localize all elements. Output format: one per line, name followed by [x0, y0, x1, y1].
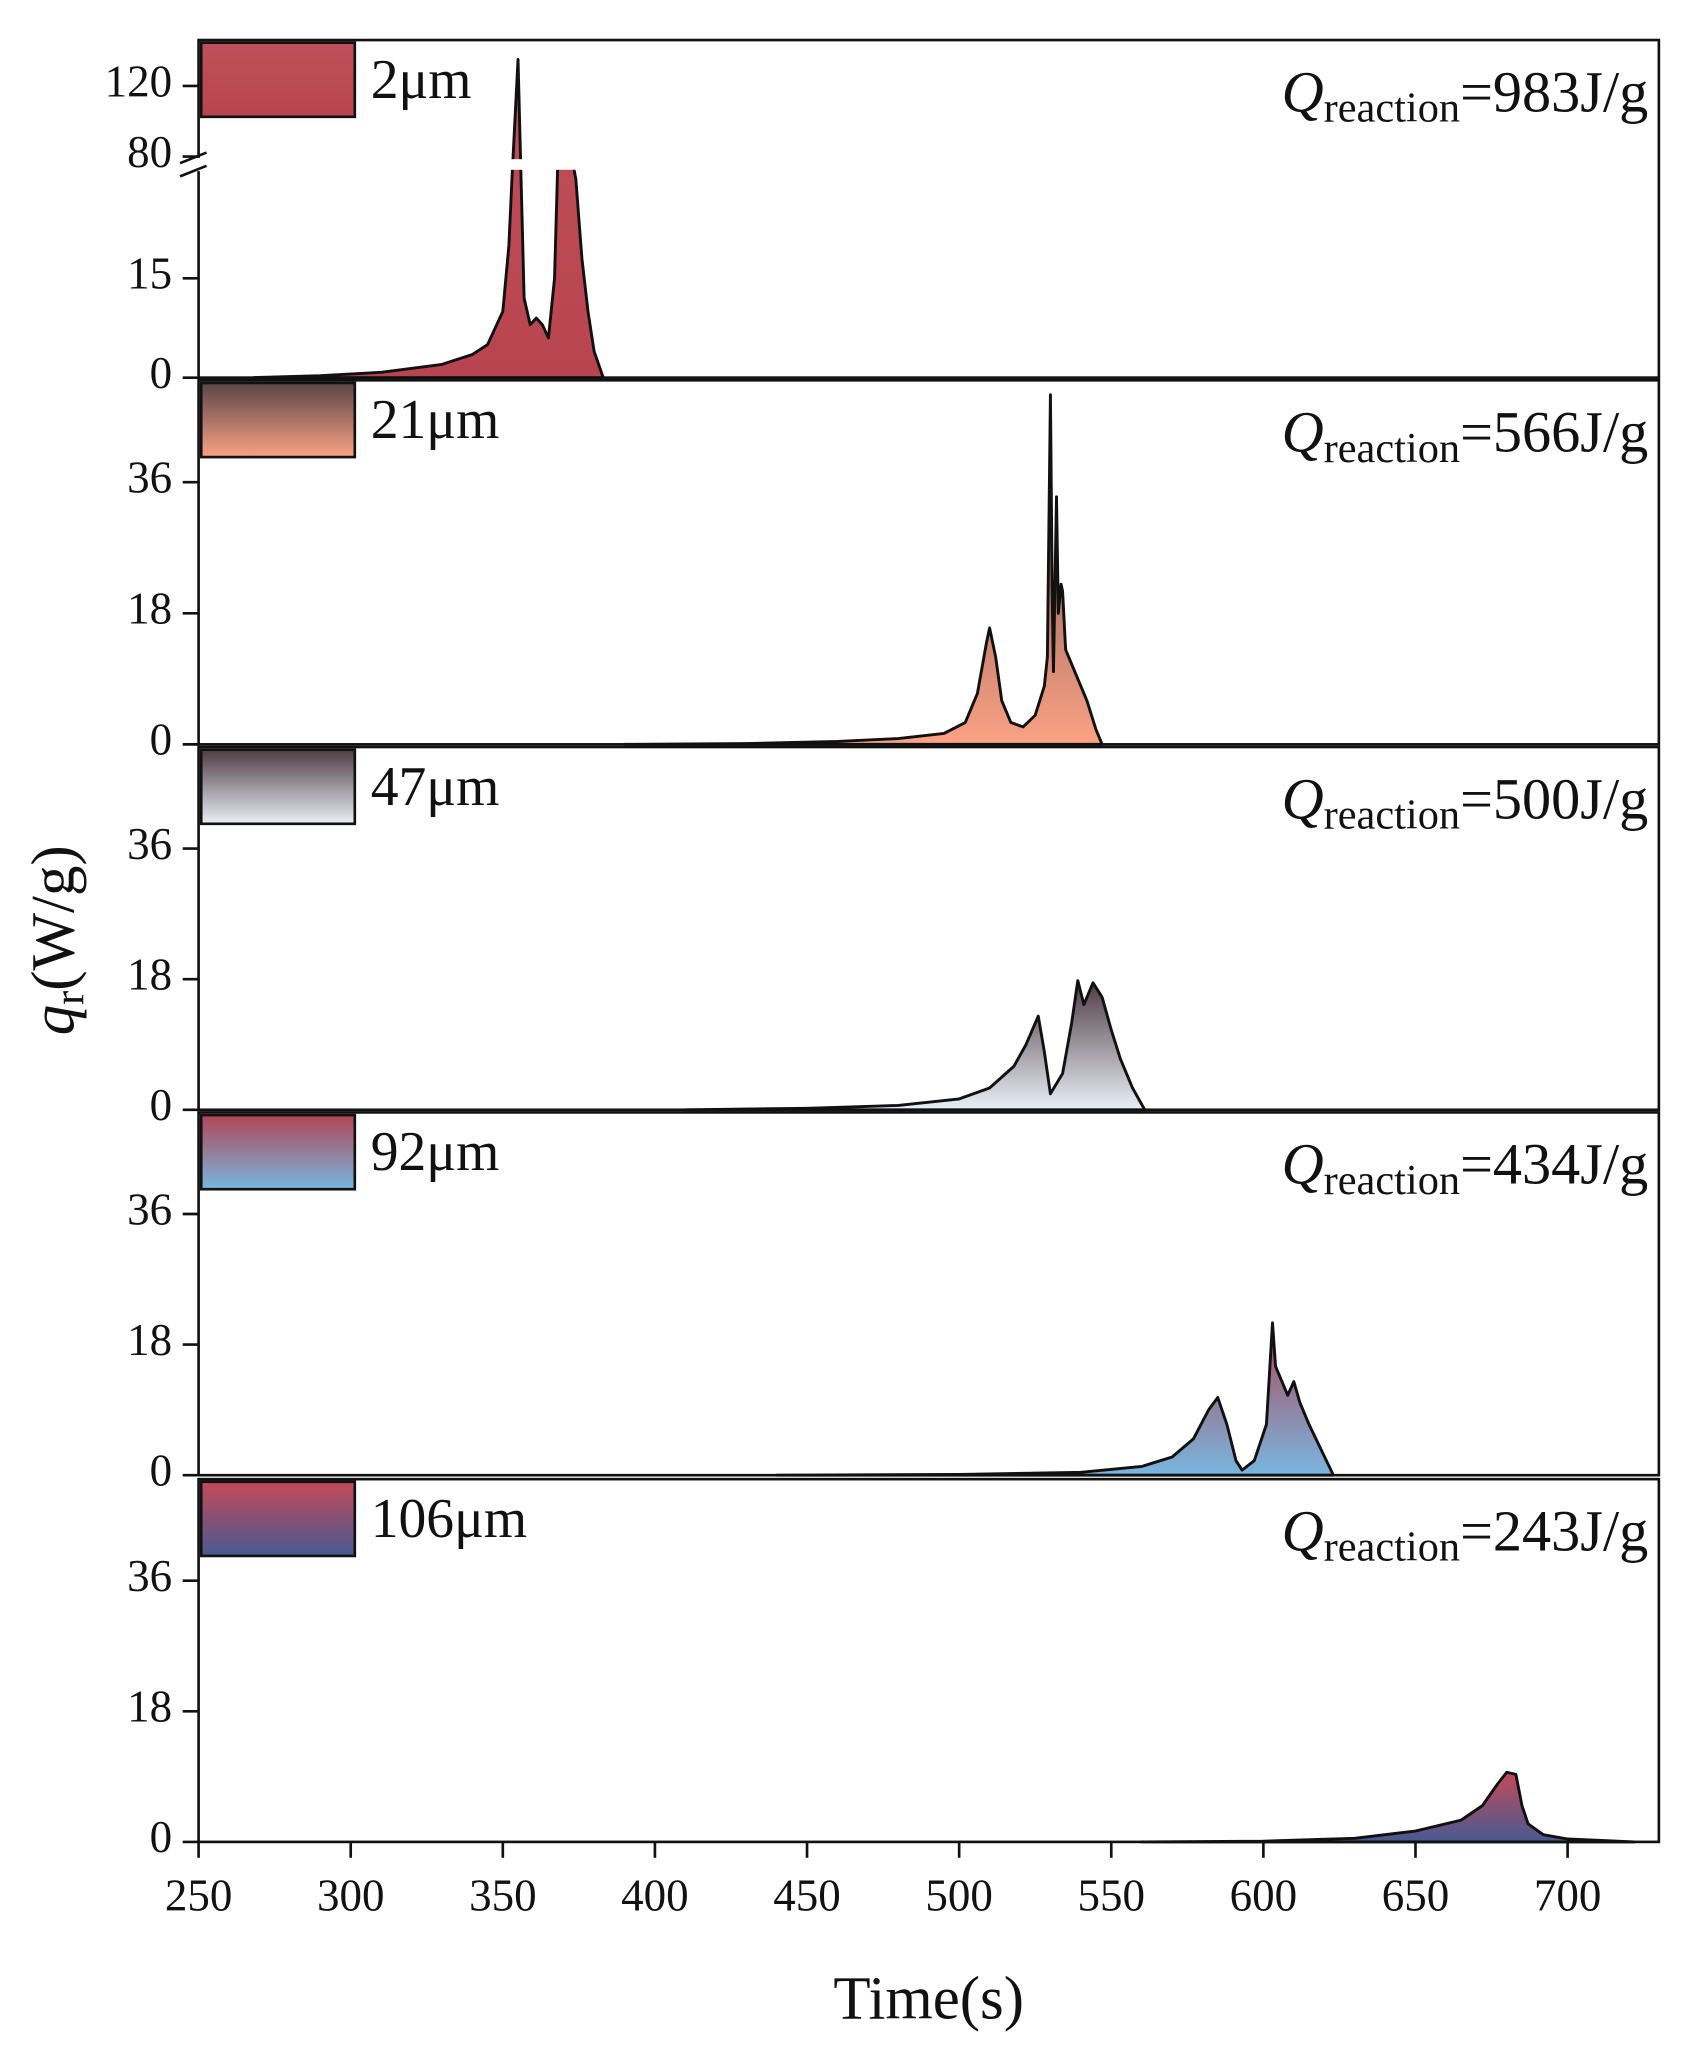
panel-frame — [197, 378, 1661, 746]
legend-swatch — [199, 748, 357, 826]
x-tick-label: 550 — [1078, 1870, 1146, 1920]
x-tick-label: 400 — [621, 1870, 689, 1920]
legend-swatch — [199, 1113, 357, 1191]
annotation-text: =566J/g — [1460, 400, 1648, 465]
annotation-text: =434J/g — [1460, 1132, 1648, 1197]
legend-label: 92μm — [371, 1121, 500, 1183]
legend-label: 21μm — [371, 389, 500, 451]
annotation-text: =500J/g — [1460, 767, 1648, 832]
annotation: Qreaction=566J/g — [1282, 400, 1649, 472]
panel-frame — [197, 1111, 1661, 1477]
annotation-symbol: Q — [1282, 400, 1324, 465]
y-tick-label: 0 — [150, 1080, 173, 1130]
y-tick-label: 18 — [127, 1682, 172, 1732]
x-axis-label: Time(s) — [833, 1966, 1024, 2033]
y-tick-label: 80 — [127, 127, 172, 177]
panel-frame — [197, 745, 1661, 1112]
legend-label: 106μm — [371, 1488, 527, 1550]
y-tick-label: 0 — [150, 348, 173, 398]
y-tick-label: 0 — [150, 1446, 173, 1496]
panel-frame — [197, 38, 1661, 379]
y-tick-label: 36 — [127, 819, 172, 869]
y-label-text: (W/g) — [21, 845, 88, 990]
area — [251, 58, 605, 380]
axis-break-mark — [179, 164, 208, 178]
area — [683, 979, 1147, 1112]
x-tick-label: 500 — [925, 1870, 992, 1920]
axis-break-gap — [199, 159, 1658, 170]
annotation: Qreaction=434J/g — [1282, 1132, 1649, 1204]
legend-label: 2μm — [371, 49, 472, 111]
y-tick-label: 15 — [127, 249, 172, 299]
annotation-symbol: Q — [1282, 60, 1324, 125]
y-tick-label: 36 — [127, 1184, 172, 1234]
y-axis-label: qr(W/g) — [21, 845, 93, 1035]
y-tick-label: 18 — [127, 1315, 172, 1365]
annotation-subscript: reaction — [1324, 791, 1460, 838]
area — [1140, 1770, 1636, 1844]
annotation-subscript: reaction — [1324, 1157, 1460, 1204]
y-tick-label: 120 — [105, 56, 173, 106]
annotation-subscript: reaction — [1324, 1523, 1460, 1570]
x-tick-label: 650 — [1382, 1870, 1449, 1920]
annotation: Qreaction=983J/g — [1282, 60, 1649, 132]
x-tick-label: 700 — [1534, 1870, 1601, 1920]
axis-break-cover — [180, 157, 207, 172]
x-tick-label: 600 — [1230, 1870, 1298, 1920]
annotation-symbol: Q — [1282, 767, 1324, 832]
annotation-text: =983J/g — [1460, 60, 1648, 125]
y-tick-label: 0 — [150, 1812, 173, 1862]
x-tick-label: 250 — [165, 1870, 232, 1920]
legend-label: 47μm — [371, 756, 500, 818]
annotation: Qreaction=500J/g — [1282, 767, 1649, 839]
annotation-subscript: reaction — [1324, 84, 1460, 131]
area — [623, 393, 1104, 746]
x-tick-label: 450 — [773, 1870, 841, 1920]
y-tick-label: 36 — [127, 1551, 172, 1601]
y-tick-label: 18 — [127, 584, 172, 634]
legend-swatch — [199, 41, 357, 119]
annotation-text: =243J/g — [1460, 1499, 1648, 1564]
y-label-subscript: r — [46, 991, 93, 1005]
annotation-subscript: reaction — [1324, 425, 1460, 472]
x-tick-label: 300 — [317, 1870, 385, 1920]
y-tick-label: 36 — [127, 453, 172, 503]
y-tick-label: 0 — [150, 715, 173, 765]
x-tick-label: 350 — [469, 1870, 537, 1920]
panel-frame — [197, 1477, 1661, 1844]
annotation-symbol: Q — [1282, 1132, 1324, 1197]
y-tick-label: 18 — [127, 950, 172, 1000]
area — [775, 1321, 1335, 1477]
annotation: Qreaction=243J/g — [1282, 1499, 1649, 1571]
y-label-symbol: q — [21, 1005, 88, 1035]
legend-swatch — [199, 381, 357, 459]
legend-swatch — [199, 1480, 357, 1558]
annotation-symbol: Q — [1282, 1499, 1324, 1564]
